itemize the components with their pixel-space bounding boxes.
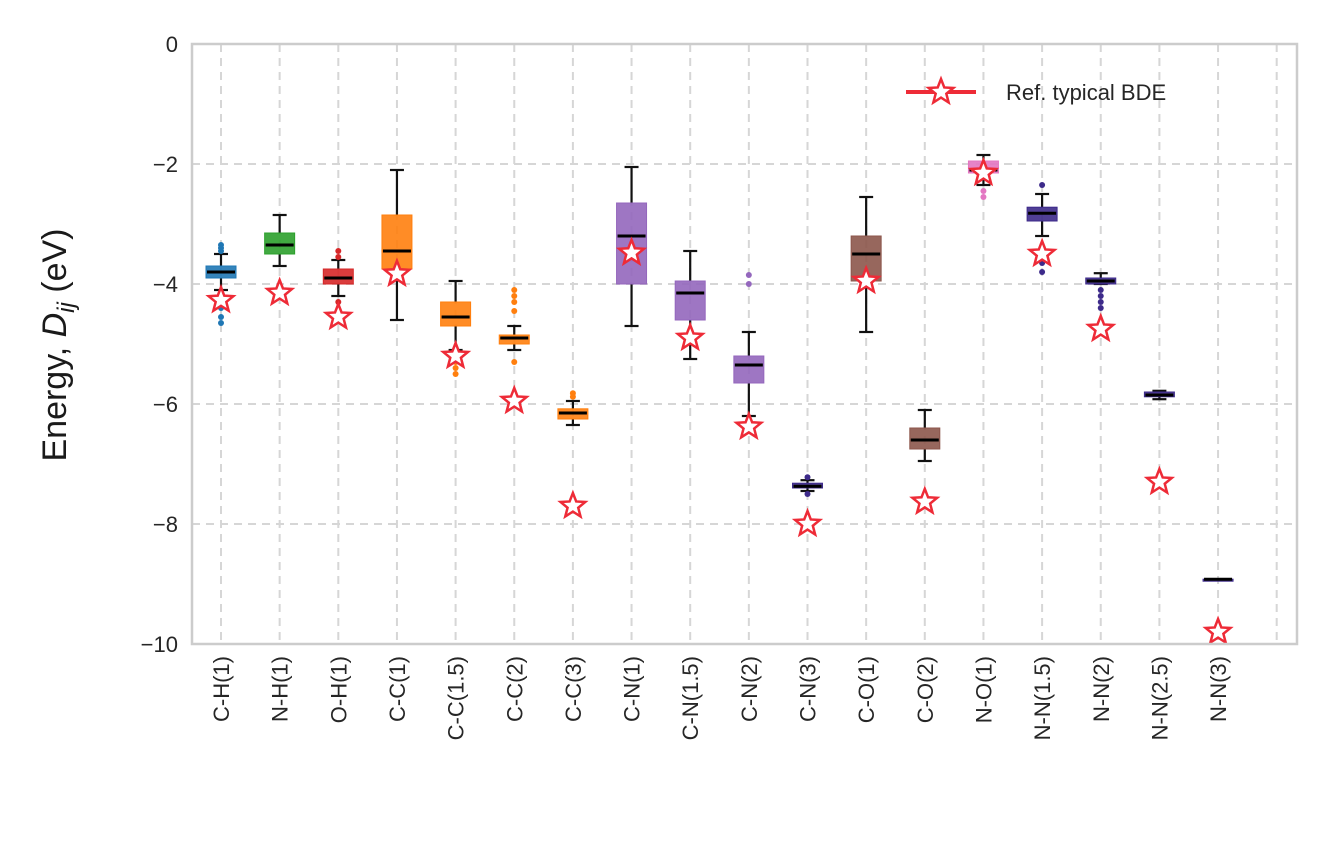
outlier-point xyxy=(218,248,224,254)
outlier-point xyxy=(511,293,518,299)
reference-bde-marker xyxy=(205,283,237,314)
box-series xyxy=(205,153,1234,582)
outlier-point xyxy=(511,359,518,365)
x-tick-label: N-O(1) xyxy=(971,656,996,723)
reference-bde-marker xyxy=(1085,312,1117,343)
reference-bde-marker xyxy=(850,264,882,295)
box-N-N(2) xyxy=(1085,272,1117,311)
box-N-N(3) xyxy=(1202,577,1234,582)
box-C-C(2) xyxy=(498,287,530,365)
y-tick-label: −8 xyxy=(153,512,178,537)
y-tick-label: −2 xyxy=(153,152,178,177)
y-tick-label: 0 xyxy=(166,32,178,57)
box-body xyxy=(733,355,765,384)
outlier-point xyxy=(745,272,752,278)
outlier-point xyxy=(1097,305,1104,311)
y-tick-label: −4 xyxy=(153,272,178,297)
x-tick-label: C-N(3) xyxy=(796,656,821,722)
reference-bde-marker xyxy=(557,489,589,520)
box-body xyxy=(674,280,706,321)
outlier-point xyxy=(1097,293,1104,299)
x-tick-label: C-N(1.5) xyxy=(678,656,703,740)
outlier-point xyxy=(335,248,342,254)
box-C-O(2) xyxy=(909,408,941,463)
outlier-point xyxy=(511,308,518,314)
x-tick-label: C-C(3) xyxy=(561,656,586,722)
reference-bde-marker xyxy=(498,384,530,415)
reference-bde-marker xyxy=(322,300,354,331)
x-tick-label: N-N(1.5) xyxy=(1030,656,1055,740)
legend-star-marker xyxy=(925,75,957,106)
plot-frame xyxy=(190,42,1299,646)
reference-bde-marker xyxy=(264,276,296,307)
reference-bde-marker xyxy=(1202,615,1234,646)
y-axis-title: Energy, Dij (eV) xyxy=(36,228,80,461)
box-N-H(1) xyxy=(264,213,296,268)
reference-bde-marker xyxy=(733,410,765,441)
x-tick-label: C-N(2) xyxy=(737,656,762,722)
box-C-N(1.5) xyxy=(674,249,706,361)
x-tick-label: O-H(1) xyxy=(326,656,351,723)
outlier-point xyxy=(804,491,811,497)
box-body xyxy=(440,301,472,327)
reference-bde-marker xyxy=(381,257,413,288)
x-tick-label: N-N(2) xyxy=(1089,656,1114,722)
outlier-point xyxy=(511,287,518,293)
x-tick-label: C-O(2) xyxy=(913,656,938,723)
box-C-N(2) xyxy=(733,272,765,418)
outlier-point xyxy=(452,371,459,377)
outlier-point xyxy=(1097,287,1104,293)
box-N-N(2.5) xyxy=(1143,389,1175,401)
reference-bde-marker xyxy=(1026,237,1058,268)
outlier-point xyxy=(218,320,224,326)
x-tick-label: C-C(1) xyxy=(385,656,410,722)
reference-bde-marker xyxy=(1143,465,1176,496)
x-tick-label: C-H(1) xyxy=(209,656,234,722)
axes: 0 −2 −4 −6 −8 −10 C-H(1) N-H(1) O-H(1) C-C(1) C-C(… xyxy=(141,32,1299,740)
outlier-point xyxy=(804,474,811,481)
outlier-point xyxy=(335,254,342,260)
reference-bde-marker xyxy=(909,485,941,516)
outlier-point xyxy=(1039,269,1046,275)
reference-bde-marker xyxy=(615,236,648,267)
legend-label: Ref. typical BDE xyxy=(1006,80,1166,105)
outlier-point xyxy=(452,365,459,371)
box-C-N(3) xyxy=(792,474,823,497)
gridlines xyxy=(192,43,1297,645)
x-tick-label: C-C(1.5) xyxy=(444,656,469,740)
box-C-C(1.5) xyxy=(440,279,472,377)
y-tick-label: −10 xyxy=(141,632,178,657)
box-C-C(3) xyxy=(557,390,589,427)
outlier-point xyxy=(1097,299,1104,305)
legend: Ref. typical BDE xyxy=(906,75,1166,106)
x-tick-label: C-C(2) xyxy=(502,656,527,722)
reference-bde-marker xyxy=(967,156,1000,187)
x-tick-label: C-N(1) xyxy=(620,656,645,722)
outlier-point xyxy=(511,299,518,305)
reference-bde-marker xyxy=(439,339,472,370)
y-tick-label: −6 xyxy=(153,392,178,417)
x-tick-label: C-O(1) xyxy=(854,656,879,723)
reference-bde-marker xyxy=(674,321,706,352)
outlier-point xyxy=(980,194,987,200)
outlier-point xyxy=(569,393,576,400)
x-tick-label: N-H(1) xyxy=(268,656,293,722)
box-C-O(1) xyxy=(850,195,882,334)
x-tick-label: N-N(3) xyxy=(1206,656,1231,722)
reference-bde-marker xyxy=(791,507,824,538)
outlier-point xyxy=(745,281,752,287)
x-tick-label: N-N(2.5) xyxy=(1147,656,1172,740)
reference-bde-series xyxy=(205,156,1234,646)
outlier-point xyxy=(1039,182,1046,188)
outlier-point xyxy=(218,314,224,320)
box-C-C(1) xyxy=(381,168,413,322)
outlier-point xyxy=(980,188,987,194)
